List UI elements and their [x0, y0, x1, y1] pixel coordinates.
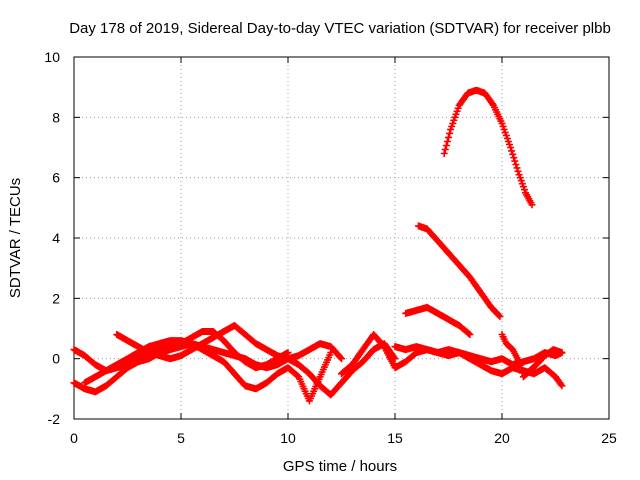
y-tick-label: 0: [52, 351, 60, 367]
series-pass-f: [391, 343, 566, 369]
chart-title: Day 178 of 2019, Sidereal Day-to-day VTE…: [69, 20, 611, 37]
x-tick-label: 5: [177, 430, 185, 446]
y-tick-label: 8: [52, 109, 60, 125]
x-tick-label: 25: [601, 430, 617, 446]
point-marks: [440, 86, 536, 209]
y-tick-label: 10: [44, 49, 60, 65]
point-marks: [498, 331, 566, 381]
x-axis-label: GPS time / hours: [283, 458, 397, 475]
y-tick-label: -2: [48, 411, 61, 427]
x-tick-label: 10: [280, 430, 296, 446]
series-pass-i: [440, 86, 536, 209]
y-tick-label: 6: [52, 170, 60, 186]
data-points: [70, 86, 566, 405]
grid-lines: [74, 57, 609, 419]
y-tick-label: 4: [52, 230, 60, 246]
point-marks: [415, 222, 504, 320]
point-marks: [402, 303, 474, 338]
point-marks: [81, 337, 345, 387]
series-pass-h: [415, 222, 504, 320]
x-tick-label: 20: [494, 430, 510, 446]
axis-ticks: 0 5 10 15 20 25 -2 0 2 4 6 8 10: [44, 49, 617, 446]
point-marks: [113, 322, 399, 399]
series-pass-j: [498, 331, 566, 381]
series-pass-c: [81, 337, 345, 387]
point-marks: [391, 343, 566, 369]
x-tick-label: 0: [70, 430, 78, 446]
series-pass-g: [402, 303, 474, 338]
series-pass-d: [113, 322, 399, 399]
y-tick-label: 2: [52, 290, 60, 306]
x-tick-label: 15: [387, 430, 403, 446]
y-axis-label: SDTVAR / TECUs: [7, 178, 24, 298]
